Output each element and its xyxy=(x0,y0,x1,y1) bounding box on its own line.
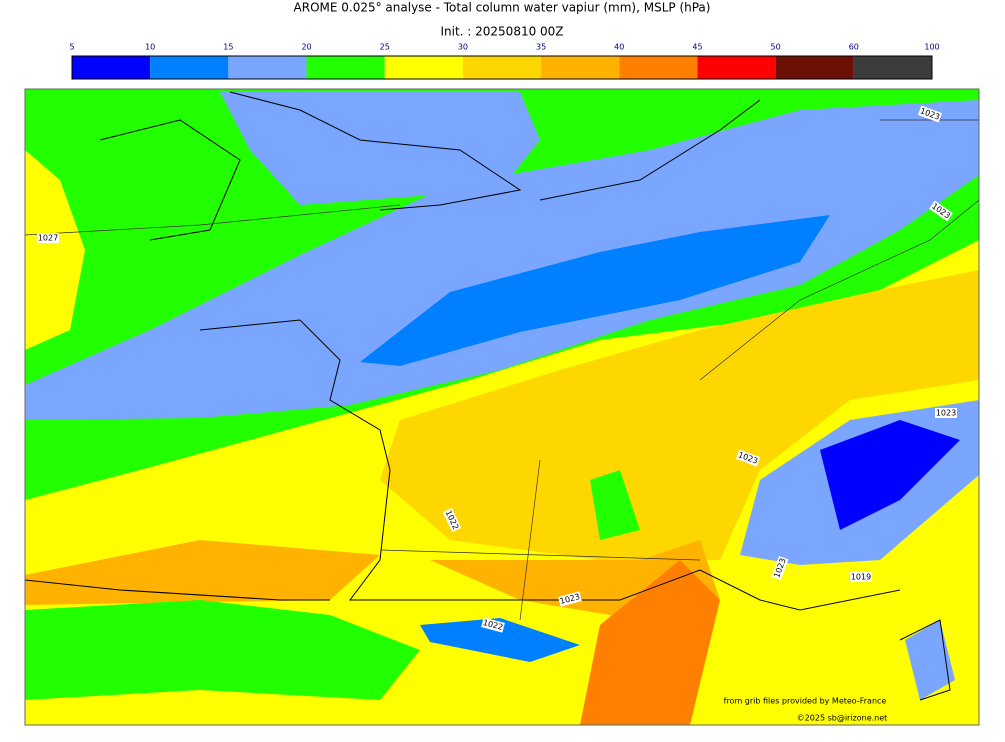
colorbar-segment xyxy=(853,56,932,79)
colorbar-tick-label: 100 xyxy=(924,43,939,52)
colorbar-tick-label: 60 xyxy=(849,43,859,52)
colorbar-segment xyxy=(462,56,542,79)
colorbar-tick-label: 15 xyxy=(223,43,233,52)
colorbar-frame xyxy=(71,55,933,80)
colorbar-segment xyxy=(775,56,854,79)
colorbar-tick-label: 30 xyxy=(458,43,468,52)
colorbar-tick-label: 5 xyxy=(69,43,74,52)
isobar-label: 1027 xyxy=(38,234,58,243)
colorbar-tick-label: 20 xyxy=(301,43,311,52)
colorbar: 5 10 15 20 25 30 35 40 45 50 60 100 xyxy=(69,43,940,80)
isobar-label: 1019 xyxy=(851,573,871,582)
isobar-label-bg xyxy=(771,555,789,581)
colorbar-segment xyxy=(541,56,620,79)
colorbar-segment xyxy=(306,56,385,79)
isobar-label-bg xyxy=(935,408,957,418)
colorbar-tick-label: 50 xyxy=(771,43,781,52)
isobar-label: 1023 xyxy=(936,409,956,418)
colorbar-segment xyxy=(697,56,776,79)
colorbar-segment xyxy=(72,56,151,79)
isobar-label-bg xyxy=(558,591,582,607)
isobar-label-bg xyxy=(929,200,953,222)
isobar-label-bg xyxy=(481,617,505,633)
colorbar-tick-label: 10 xyxy=(145,43,155,52)
colorbar-tick-label: 40 xyxy=(614,43,624,52)
isobar-label-bg xyxy=(442,507,462,533)
colorbar-tick-label: 35 xyxy=(536,43,546,52)
colorbar-tick-label: 25 xyxy=(380,43,390,52)
isobar-label-bg xyxy=(735,449,761,467)
colorbar-segment xyxy=(150,56,229,79)
colorbar-segment xyxy=(384,56,463,79)
credit: from grib files provided by Meteo-France xyxy=(724,697,887,706)
colorbar-tick-label: 45 xyxy=(692,43,702,52)
isobar-label-bg xyxy=(917,105,943,123)
colorbar-segment xyxy=(619,56,698,79)
credit: ©2025 sb@irizone.net xyxy=(797,714,888,723)
init-time: Init. : 20250810 00Z xyxy=(440,25,563,39)
colorbar-segment xyxy=(228,56,307,79)
map-frame xyxy=(24,88,980,726)
isobar-label-bg xyxy=(850,572,872,582)
title: AROME 0.025° analyse - Total column wate… xyxy=(294,1,711,15)
isobar-label-bg xyxy=(37,233,59,243)
